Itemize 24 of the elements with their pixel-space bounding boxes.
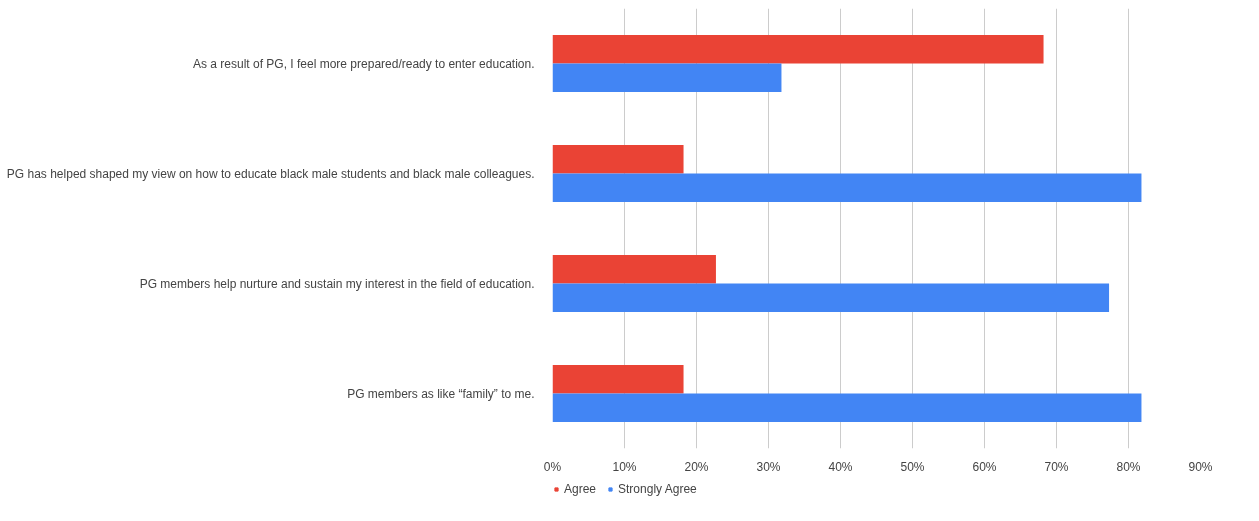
y-tick-label: PG members as like “family” to me. [347, 386, 535, 401]
y-tick-label: As a result of PG, I feel more prepared/ready to enter education. [192, 56, 535, 71]
legend-label: Agree [564, 482, 597, 496]
x-tick-label: 70% [1044, 459, 1069, 474]
bar [552, 283, 1110, 313]
x-tick-label: 60% [972, 459, 997, 474]
x-tick-label: 20% [684, 459, 709, 474]
x-tick-label: 0% [543, 459, 562, 474]
legend-label: Strongly Agree [618, 482, 697, 496]
y-tick-label: PG members help nurture and sustain my interest in the field of education. [139, 276, 535, 291]
x-tick-label: 80% [1116, 459, 1141, 474]
bar [552, 173, 1142, 203]
bar [552, 254, 716, 284]
bar [552, 63, 782, 93]
x-tick-label: 90% [1188, 459, 1213, 474]
bar [552, 364, 684, 394]
x-tick-label: 30% [756, 459, 781, 474]
x-tick-label: 50% [900, 459, 925, 474]
bar [552, 393, 1142, 423]
x-tick-label: 40% [828, 459, 853, 474]
x-tick-label: 10% [612, 459, 637, 474]
y-tick-label: PG has helped shaped my view on how to educate black male students and black male colleagues. [6, 166, 535, 181]
bar [552, 144, 684, 174]
bar [552, 34, 1044, 64]
